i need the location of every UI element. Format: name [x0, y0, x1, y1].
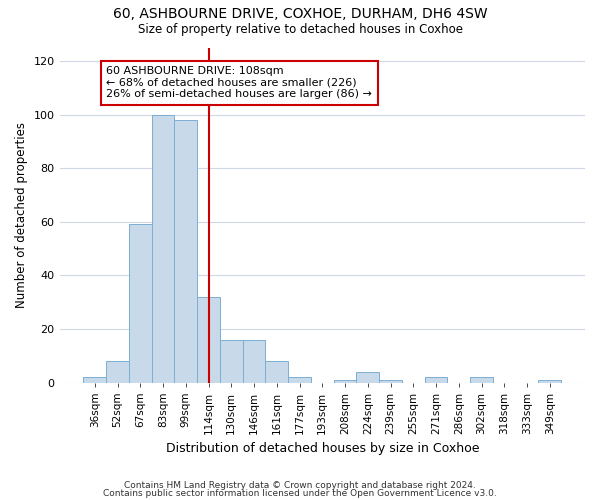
Bar [379, 380, 402, 382]
Bar [106, 361, 129, 382]
Y-axis label: Number of detached properties: Number of detached properties [15, 122, 28, 308]
Text: 60 ASHBOURNE DRIVE: 108sqm
← 68% of detached houses are smaller (226)
26% of sem: 60 ASHBOURNE DRIVE: 108sqm ← 68% of deta… [106, 66, 372, 100]
Bar [83, 377, 106, 382]
Bar [175, 120, 197, 382]
Bar [265, 361, 288, 382]
Text: Size of property relative to detached houses in Coxhoe: Size of property relative to detached ho… [137, 22, 463, 36]
Bar [538, 380, 561, 382]
Text: 60, ASHBOURNE DRIVE, COXHOE, DURHAM, DH6 4SW: 60, ASHBOURNE DRIVE, COXHOE, DURHAM, DH6… [113, 8, 487, 22]
Bar [288, 377, 311, 382]
Text: Contains public sector information licensed under the Open Government Licence v3: Contains public sector information licen… [103, 488, 497, 498]
Bar [242, 340, 265, 382]
Bar [425, 377, 448, 382]
Bar [356, 372, 379, 382]
Bar [129, 224, 152, 382]
Bar [152, 114, 175, 382]
Bar [220, 340, 242, 382]
Text: Contains HM Land Registry data © Crown copyright and database right 2024.: Contains HM Land Registry data © Crown c… [124, 481, 476, 490]
Bar [197, 297, 220, 382]
Bar [334, 380, 356, 382]
X-axis label: Distribution of detached houses by size in Coxhoe: Distribution of detached houses by size … [166, 442, 479, 455]
Bar [470, 377, 493, 382]
